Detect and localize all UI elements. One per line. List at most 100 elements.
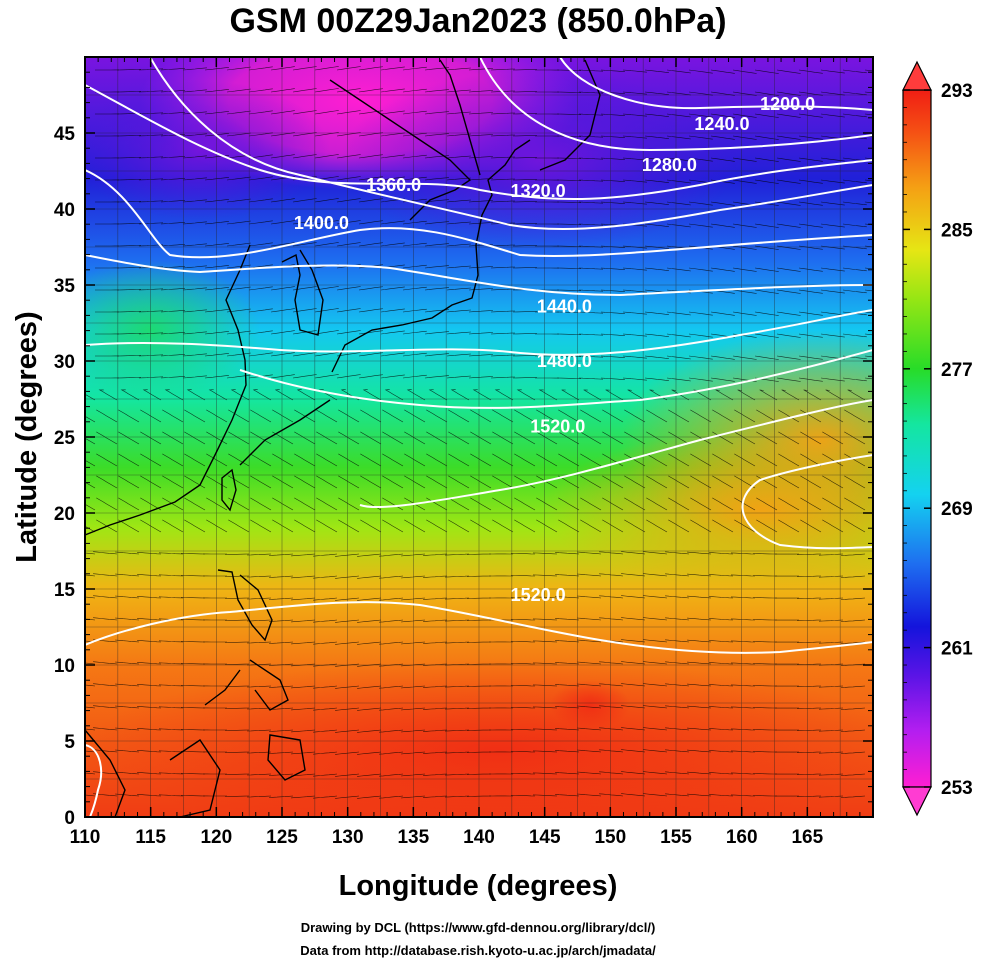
streamline <box>842 201 867 206</box>
streamline <box>687 551 712 555</box>
streamline <box>470 453 492 467</box>
streamline <box>93 551 118 555</box>
streamline <box>314 154 339 159</box>
streamline <box>138 332 164 335</box>
streamline <box>536 497 558 511</box>
streamline <box>335 553 360 557</box>
streamline <box>250 431 272 445</box>
streamline <box>162 519 184 533</box>
streamline <box>580 475 602 489</box>
streamline <box>643 595 668 599</box>
y-tick-label: 40 <box>54 200 75 221</box>
streamline <box>137 750 162 753</box>
streamline <box>158 772 184 775</box>
streamline <box>646 519 668 533</box>
colorbar-tick-label: 261 <box>941 639 973 660</box>
streamline <box>732 135 757 140</box>
streamline <box>138 134 164 137</box>
streamline <box>490 332 516 335</box>
streamline <box>357 641 382 645</box>
streamline <box>93 727 118 731</box>
streamline <box>797 663 822 665</box>
streamline <box>335 619 360 623</box>
streamline <box>314 110 339 115</box>
streamline <box>798 289 823 294</box>
streamline <box>292 154 317 159</box>
streamline <box>776 69 801 74</box>
streamline <box>162 453 184 467</box>
contour-1440 <box>85 309 873 356</box>
streamline <box>116 245 142 247</box>
streamline <box>712 475 734 489</box>
streamline <box>646 409 668 423</box>
streamline <box>115 551 140 555</box>
streamline <box>643 771 668 775</box>
streamline <box>665 639 690 643</box>
streamline <box>820 201 845 206</box>
coastline-visayas <box>249 659 289 711</box>
streamline <box>316 453 338 467</box>
streamline <box>665 595 690 599</box>
streamline <box>446 243 471 247</box>
streamline <box>313 553 338 557</box>
streamline <box>800 453 822 467</box>
streamline <box>820 91 845 96</box>
streamline <box>379 619 404 623</box>
streamline <box>294 519 316 533</box>
streamline <box>494 389 514 401</box>
streamline <box>402 176 427 181</box>
streamline <box>180 597 206 599</box>
streamline <box>357 773 382 777</box>
streamline <box>248 242 273 247</box>
streamline <box>402 264 427 269</box>
streamline <box>820 289 845 294</box>
streamline <box>665 749 690 753</box>
coastline-luzon <box>217 569 273 642</box>
streamline <box>577 793 602 797</box>
streamline <box>665 573 690 577</box>
streamline <box>380 176 405 181</box>
streamline <box>160 266 185 269</box>
streamline <box>379 641 404 645</box>
streamline <box>116 333 142 335</box>
streamline <box>666 355 691 360</box>
streamline <box>313 795 338 799</box>
streamline <box>85 596 96 599</box>
streamline <box>118 497 140 511</box>
streamline <box>444 641 470 644</box>
streamline <box>734 431 756 445</box>
streamline <box>818 575 844 578</box>
streamline <box>470 409 492 423</box>
streamline <box>314 88 339 93</box>
streamline <box>822 453 844 467</box>
streamline <box>336 220 361 225</box>
streamline <box>402 110 427 115</box>
streamline <box>446 133 471 137</box>
y-tick-label: 15 <box>54 580 76 601</box>
streamline <box>228 409 250 423</box>
streamline <box>468 288 494 291</box>
contour-label: 1520.0 <box>530 416 585 436</box>
streamline <box>532 750 558 753</box>
streamline <box>224 575 250 577</box>
streamline <box>510 773 536 775</box>
streamline <box>730 552 756 555</box>
streamline <box>164 389 184 401</box>
contour-1360 <box>85 169 873 259</box>
streamline <box>797 773 822 775</box>
streamline <box>643 705 668 709</box>
streamline <box>380 374 405 379</box>
streamline <box>492 409 514 423</box>
streamline <box>85 481 96 489</box>
streamline <box>226 264 251 269</box>
streamline <box>138 178 164 181</box>
streamline <box>224 641 250 643</box>
streamline <box>798 377 823 382</box>
streamline <box>514 497 536 511</box>
streamline <box>96 409 118 423</box>
streamline <box>423 685 448 688</box>
streamline <box>621 551 646 555</box>
y-axis-label: Latitude (degrees) <box>11 311 43 562</box>
streamline <box>644 333 669 337</box>
streamline <box>380 88 405 93</box>
